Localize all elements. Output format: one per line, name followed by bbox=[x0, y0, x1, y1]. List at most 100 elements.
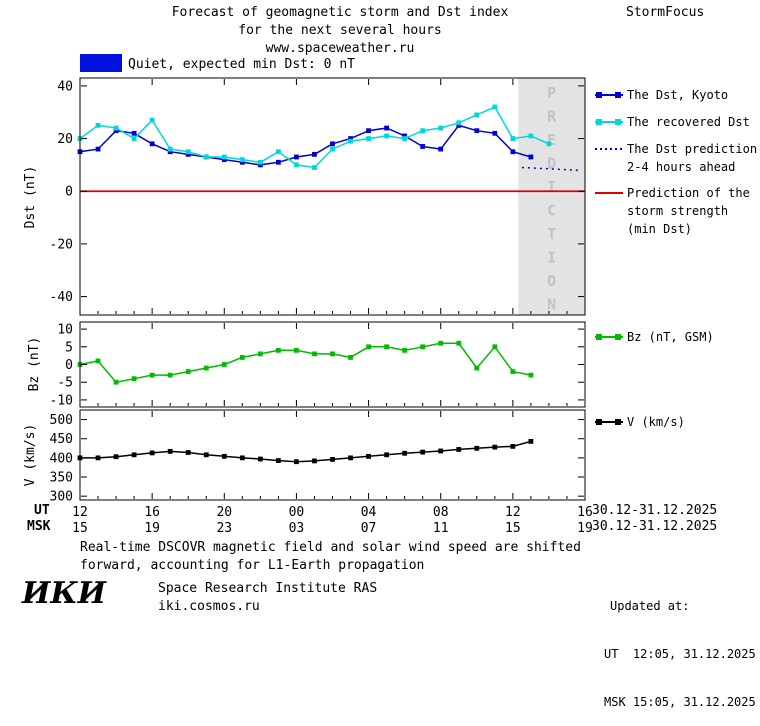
v-axis-title: V (km/s) bbox=[23, 423, 38, 487]
y-tick-label: -40 bbox=[50, 290, 73, 305]
series-bz-gsm-marker bbox=[420, 344, 426, 350]
series-dst-kyoto-marker bbox=[221, 157, 227, 163]
series-solar-wind-speed-marker bbox=[474, 445, 480, 451]
series-bz-gsm-marker bbox=[456, 340, 462, 346]
title-line-1: Forecast of geomagnetic storm and Dst in… bbox=[171, 5, 509, 20]
legend-item-bz: Bz (nT, GSM) bbox=[594, 328, 714, 346]
prediction-region-letter: D bbox=[547, 155, 556, 173]
msk-tick-label: 11 bbox=[433, 521, 449, 536]
series-bz-gsm-marker bbox=[330, 351, 335, 357]
series-dst-kyoto-marker bbox=[456, 123, 462, 128]
series-solar-wind-speed-marker bbox=[185, 450, 191, 455]
series-dst-kyoto-marker bbox=[402, 133, 408, 139]
org-name: Space Research Institute RAS bbox=[158, 581, 378, 596]
y-tick-label: 300 bbox=[50, 490, 73, 505]
series-bz-gsm-marker bbox=[348, 355, 353, 360]
series-bz-gsm-marker bbox=[203, 365, 209, 371]
y-tick-label: 400 bbox=[50, 451, 73, 466]
series-recovered-dst-marker bbox=[167, 146, 173, 152]
series-recovered-dst-marker bbox=[438, 125, 444, 131]
propagation-note: Real-time DSCOVR magnetic field and sola… bbox=[80, 539, 581, 575]
series-bz-gsm-marker bbox=[528, 372, 534, 378]
ut-tick-label: 16 bbox=[577, 505, 593, 520]
series-solar-wind-speed-marker bbox=[167, 448, 173, 454]
series-bz-gsm-marker bbox=[131, 376, 137, 382]
series-recovered-dst-marker bbox=[131, 136, 137, 141]
ut-tick-label: 08 bbox=[433, 505, 449, 520]
prediction-region-letter: T bbox=[547, 225, 556, 243]
series-recovered-dst-marker bbox=[546, 141, 552, 147]
ut-tick-label: 12 bbox=[72, 505, 88, 520]
series-dst-kyoto-marker bbox=[131, 130, 137, 136]
series-dst-kyoto-marker bbox=[474, 128, 480, 134]
series-bz-gsm-marker bbox=[149, 372, 155, 378]
y-tick-label: -10 bbox=[50, 393, 73, 408]
series-bz-gsm-marker bbox=[95, 358, 101, 364]
y-tick-label: 500 bbox=[50, 413, 73, 428]
title-line-2: for the next several hours bbox=[238, 23, 442, 38]
series-recovered-dst-marker bbox=[221, 154, 227, 160]
series-bz-gsm-marker bbox=[492, 344, 498, 350]
series-recovered-dst-marker bbox=[95, 123, 101, 128]
ut-tick-label: 12 bbox=[505, 505, 521, 520]
series-solar-wind-speed-marker bbox=[131, 452, 137, 458]
series-bz-gsm-marker bbox=[474, 365, 480, 371]
series-bz-gsm-marker bbox=[113, 379, 119, 385]
series-bz-gsm-marker bbox=[294, 347, 299, 353]
y-tick-label: 40 bbox=[57, 79, 73, 94]
legend-label-dst-kyoto: The Dst, Kyoto bbox=[627, 88, 729, 102]
y-tick-label: 450 bbox=[50, 432, 73, 447]
series-recovered-dst-marker bbox=[275, 149, 281, 155]
series-bz-gsm-marker bbox=[275, 347, 281, 353]
note-line-2: forward, accounting for L1-Earth propaga… bbox=[80, 558, 425, 573]
y-tick-label: 350 bbox=[50, 471, 73, 486]
series-bz-gsm bbox=[79, 342, 532, 384]
series-dst-kyoto-marker bbox=[510, 149, 516, 155]
panel-frame bbox=[79, 77, 586, 316]
series-recovered-dst-marker bbox=[185, 149, 191, 155]
series-recovered-dst-marker bbox=[149, 117, 155, 123]
y-tick-label: 10 bbox=[57, 323, 73, 338]
series-recovered-dst-marker bbox=[257, 159, 263, 165]
series-bz-gsm-marker bbox=[384, 344, 390, 350]
series-solar-wind-speed-marker bbox=[294, 459, 299, 465]
series-solar-wind-speed-marker bbox=[348, 455, 353, 461]
series-dst-kyoto bbox=[79, 124, 532, 166]
quiet-status-label: Quiet, expected min Dst: 0 nT bbox=[128, 57, 355, 72]
series-solar-wind-speed-marker bbox=[510, 443, 516, 449]
y-tick-label: -5 bbox=[57, 376, 73, 391]
series-solar-wind-speed-marker bbox=[456, 447, 462, 452]
msk-tick-label: 23 bbox=[216, 521, 232, 536]
y-tick-label: 20 bbox=[57, 132, 73, 147]
series-recovered-dst-marker bbox=[456, 120, 462, 126]
legend-label-storm-strength: Prediction of the storm strength (min Dst) bbox=[627, 186, 750, 236]
legend-label-dst-prediction: The Dst prediction 2-4 hours ahead bbox=[627, 142, 758, 174]
series-bz-gsm-marker bbox=[257, 351, 263, 357]
prediction-region-letter: E bbox=[547, 131, 556, 149]
series-recovered-dst-marker bbox=[348, 138, 353, 144]
series-solar-wind-speed bbox=[80, 440, 532, 463]
series-bz-gsm-marker bbox=[239, 355, 245, 360]
series-solar-wind-speed-marker bbox=[420, 449, 426, 455]
legend-item-dst-prediction: The Dst prediction 2-4 hours ahead bbox=[594, 140, 757, 176]
series-bz-gsm-marker bbox=[167, 372, 173, 378]
series-solar-wind-speed-marker bbox=[312, 458, 317, 464]
series-dst-kyoto-marker bbox=[438, 146, 444, 152]
updated-block: Updated at: UT 12:05, 31.12.2025 MSK 15:… bbox=[604, 566, 756, 726]
series-dst-kyoto-marker bbox=[492, 130, 498, 136]
series-solar-wind-speed-marker bbox=[239, 455, 245, 461]
series-solar-wind-speed-marker bbox=[149, 450, 155, 456]
series-solar-wind-speed-marker bbox=[95, 455, 101, 461]
series-solar-wind-speed-marker bbox=[203, 452, 209, 458]
legend-marker-bz-icon bbox=[595, 334, 623, 340]
series-recovered-dst-marker bbox=[402, 136, 408, 141]
series-recovered-dst-marker bbox=[239, 157, 245, 163]
series-recovered-dst-marker bbox=[366, 136, 371, 141]
series-bz-gsm-marker bbox=[438, 340, 444, 346]
panel-frame bbox=[79, 409, 586, 501]
updated-msk: MSK 15:05, 31.12.2025 bbox=[604, 695, 756, 709]
series-dst-kyoto-marker bbox=[420, 144, 426, 149]
series-dst-kyoto-marker bbox=[366, 128, 371, 134]
site-url: www.spaceweather.ru bbox=[265, 41, 415, 56]
prediction-region-letter: I bbox=[547, 249, 556, 267]
